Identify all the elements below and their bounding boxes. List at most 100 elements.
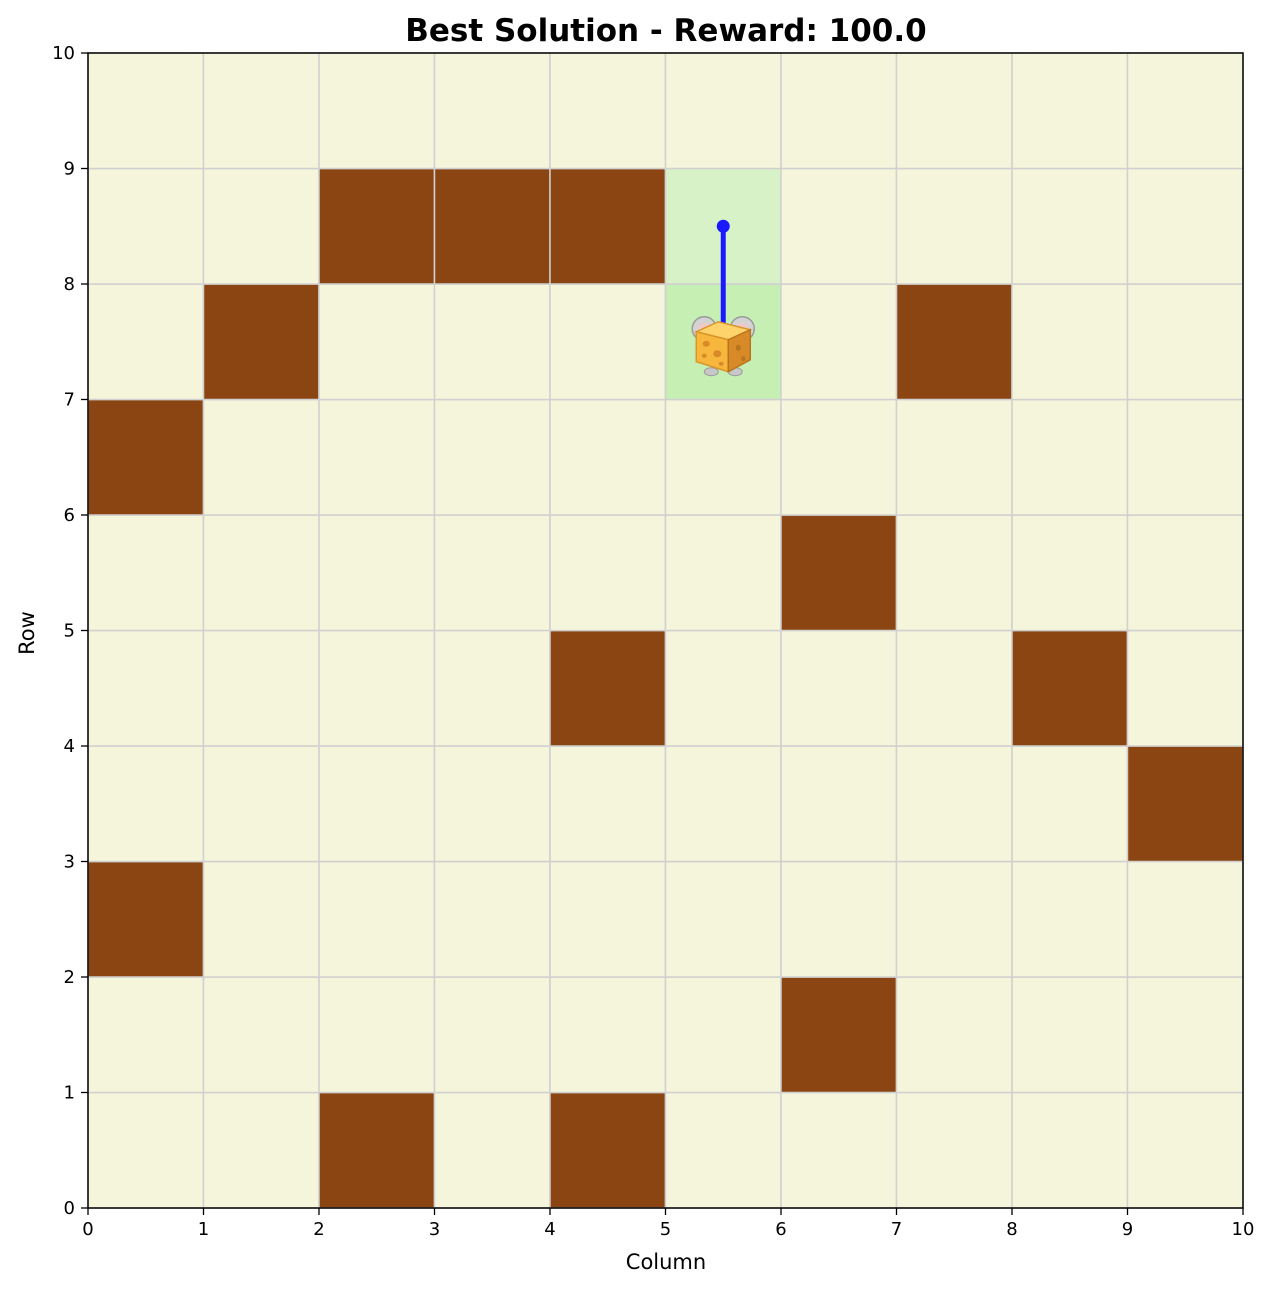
grid-cell-empty — [202, 52, 320, 170]
grid-cell-empty — [1011, 283, 1129, 401]
grid-cell-empty — [895, 52, 1013, 170]
grid-cell-empty — [433, 629, 551, 747]
grid-cell-empty — [202, 514, 320, 632]
x-tick-label: 0 — [82, 1219, 93, 1240]
cheese-hole-icon — [741, 356, 746, 362]
x-tick-label: 1 — [198, 1219, 209, 1240]
grid-cell-empty — [895, 1091, 1013, 1209]
grid-cell-wall — [1126, 745, 1244, 863]
y-axis-label: Row — [15, 611, 39, 655]
x-tick-label: 5 — [660, 1219, 671, 1240]
grid-cell-empty — [549, 745, 667, 863]
y-tick-label: 3 — [64, 852, 75, 873]
x-tick-label: 7 — [891, 1219, 902, 1240]
grid-cell-empty — [318, 745, 436, 863]
grid-cell-empty — [549, 283, 667, 401]
cheese-hole-icon — [713, 350, 722, 358]
grid-cell-empty — [549, 514, 667, 632]
grid-cell-empty — [549, 976, 667, 1094]
grid-cell-empty — [780, 1091, 898, 1209]
cheese-hole-icon — [702, 340, 710, 347]
grid-cell-empty — [318, 514, 436, 632]
grid-cell-empty — [780, 167, 898, 285]
y-tick-label: 6 — [64, 505, 75, 526]
cheese-hole-icon — [701, 353, 707, 358]
grid-cell-empty — [780, 860, 898, 978]
grid-cell-empty — [433, 1091, 551, 1209]
y-tick-label: 7 — [64, 390, 75, 411]
grid-cell-empty — [87, 167, 205, 285]
grid-cell-empty — [433, 860, 551, 978]
grid-cell-wall — [780, 976, 898, 1094]
path-start-point — [716, 219, 730, 233]
grid-cell-wall — [549, 1091, 667, 1209]
grid-cell-empty — [780, 283, 898, 401]
grid-cell-wall — [549, 167, 667, 285]
grid-cell-empty — [202, 629, 320, 747]
grid-cell-empty — [202, 976, 320, 1094]
grid-cell-wall — [549, 629, 667, 747]
chart-title: Best Solution - Reward: 100.0 — [405, 13, 926, 49]
grid-cell-empty — [433, 745, 551, 863]
grid-cell-empty — [87, 1091, 205, 1209]
grid-cell-empty — [318, 52, 436, 170]
grid-cell-empty — [87, 52, 205, 170]
grid-cell-wall — [318, 167, 436, 285]
grid-cell-empty — [87, 514, 205, 632]
y-tick-label: 5 — [64, 621, 75, 642]
grid-cell-wall — [895, 283, 1013, 401]
grid-cell-empty — [1011, 745, 1129, 863]
grid-cell-empty — [1126, 52, 1244, 170]
grid-cell-empty — [664, 745, 782, 863]
mouse-with-cheese-icon — [691, 316, 755, 377]
y-tick-label: 8 — [64, 274, 75, 295]
grid-cell-empty — [895, 514, 1013, 632]
grid-cell-empty — [202, 167, 320, 285]
grid-cell-wall — [87, 398, 205, 516]
grid-cell-empty — [87, 629, 205, 747]
x-tick-label: 3 — [429, 1219, 440, 1240]
mouse-foot-icon — [703, 367, 719, 377]
grid-cell-empty — [318, 629, 436, 747]
x-tick-label: 9 — [1122, 1219, 1133, 1240]
grid-cell-wall — [780, 514, 898, 632]
grid-cell-empty — [1126, 629, 1244, 747]
x-tick-label: 6 — [775, 1219, 786, 1240]
grid-cell-empty — [318, 398, 436, 516]
y-tick-label: 9 — [64, 159, 75, 180]
grid-cell-wall — [433, 167, 551, 285]
grid-cell-empty — [780, 398, 898, 516]
grid-cell-empty — [1011, 52, 1129, 170]
grid-cell-empty — [1126, 514, 1244, 632]
ticks-layer: 0 1 2 3 4 5 6 7 8 9 10 0 1 2 3 4 5 6 7 8 9 10 — [52, 43, 1254, 1240]
y-tick-label: 10 — [52, 43, 75, 64]
grid-cell-empty — [780, 629, 898, 747]
grid-cell-empty — [318, 976, 436, 1094]
grid-cell-empty — [664, 52, 782, 170]
grid-cell-empty — [664, 629, 782, 747]
x-tick-label: 8 — [1006, 1219, 1017, 1240]
grid-cell-empty — [433, 52, 551, 170]
grid-cell-empty — [664, 514, 782, 632]
grid-cell-empty — [202, 860, 320, 978]
grid-cell-empty — [318, 283, 436, 401]
grid-cell-wall — [318, 1091, 436, 1209]
grid-cell-empty — [202, 745, 320, 863]
grid-cell-empty — [780, 52, 898, 170]
grid-cell-empty — [549, 52, 667, 170]
y-tick-label: 0 — [64, 1198, 75, 1219]
grid-cell-empty — [549, 860, 667, 978]
grid-cell-empty — [1011, 514, 1129, 632]
grid-layer — [87, 52, 1244, 1209]
grid-cell-empty — [1126, 1091, 1244, 1209]
grid-cell-empty — [433, 283, 551, 401]
grid-cell-empty — [1011, 1091, 1129, 1209]
grid-cell-empty — [1126, 976, 1244, 1094]
grid-cell-empty — [87, 283, 205, 401]
grid-cell-empty — [549, 398, 667, 516]
grid-cell-empty — [1011, 976, 1129, 1094]
y-tick-label: 2 — [64, 967, 75, 988]
grid-cell-empty — [202, 398, 320, 516]
grid-cell-empty — [1126, 860, 1244, 978]
